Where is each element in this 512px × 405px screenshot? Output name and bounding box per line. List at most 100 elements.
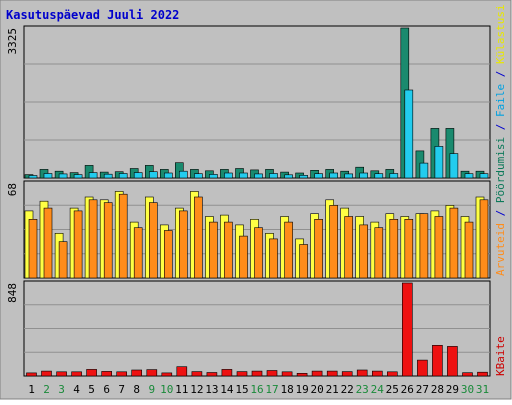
legend-entry: KBaite [494,336,507,376]
bar-arvuteid-day-25 [389,219,399,279]
bar-arvuteid-day-15 [239,235,248,279]
bar-faile-day-25 [389,173,399,179]
bar-arvuteid-day-23 [359,224,369,279]
bar-kbaite-day-19 [296,372,308,377]
x-tick-label: 20 [310,383,323,396]
bar-faile-day-29 [449,153,459,179]
bar-kbaite-day-18 [281,371,293,377]
y-max-label-bottom: 848 [6,283,19,303]
x-tick-label: 4 [73,383,80,396]
x-tick-label: 12 [190,383,203,396]
chart-title: Kasutuspäevad Juuli 2022 [6,8,179,22]
bar-faile-day-20 [314,173,323,179]
x-tick-label: 16 [250,383,263,396]
x-tick-label: 28 [431,383,444,396]
bar-kbaite-day-2 [41,370,52,377]
bar-kbaite-day-13 [206,372,218,377]
bar-arvuteid-day-27 [419,213,429,279]
bar-faile-day-24 [374,173,384,179]
bar-kbaite-day-8 [131,369,142,377]
x-tick-label: 22 [341,383,354,396]
legend-top: Arvuteid / Pöördumisi / Faile / Külastus… [494,4,507,276]
bar-faile-day-17 [269,173,278,179]
x-tick-label: 27 [416,383,429,396]
x-tick-label: 26 [401,383,414,396]
bar-arvuteid-day-19 [299,244,308,279]
x-tick-label: 17 [265,383,278,396]
x-axis-ticks: 1 2 3 4 5 6 7 8 9 10 11 12 13 14 15 16 17 18 19 20 21 22 23 24 2… [28,383,489,396]
x-tick-label: 5 [88,383,95,396]
bar-faile-day-2 [43,173,53,179]
bar-arvuteid-day-17 [269,238,278,279]
bar-arvuteid-day-29 [449,207,459,279]
x-tick-label: 25 [386,383,399,396]
x-tick-label: 10 [160,383,173,396]
bar-arvuteid-day-24 [374,227,384,279]
bar-kbaite-day-28 [432,344,443,377]
x-tick-label: 24 [371,383,385,396]
bar-faile-day-12 [194,173,203,179]
bar-arvuteid-day-2 [43,207,53,279]
bar-arvuteid-day-4 [73,210,83,279]
bar-kbaite-day-10 [161,372,173,377]
bar-arvuteid-day-28 [434,216,444,279]
bar-kbaite-day-20 [311,370,323,377]
x-tick-label: 15 [235,383,248,396]
bar-kbaite-day-26 [401,282,413,377]
legend-entry: Külastusi [494,4,507,64]
bar-kbaite-day-21 [326,370,338,377]
bar-arvuteid-day-1 [28,219,38,279]
bar-kbaite-day-24 [371,370,383,377]
bar-faile-day-9 [149,171,158,179]
bar-kbaite-day-3 [56,371,67,377]
bar-kbaite-day-12 [191,371,203,377]
bar-arvuteid-day-12 [194,196,203,279]
bar-kbaite-day-16 [251,370,263,377]
bar-kbaite-day-7 [116,371,127,377]
bar-arvuteid-day-10 [164,230,173,279]
bar-arvuteid-day-14 [224,221,233,279]
bar-faile-day-11 [179,170,188,179]
x-tick-label: 29 [446,383,459,396]
chart-panels: 3325 68 848 [6,25,491,377]
bar-faile-day-5 [88,172,98,179]
bar-arvuteid-day-13 [209,221,218,279]
bar-faile-day-18 [284,174,293,179]
bar-kbaite-day-29 [447,346,458,377]
x-tick-label: 13 [205,383,218,396]
bar-faile-day-14 [224,172,233,179]
bar-faile-day-23 [359,172,369,179]
bar-faile-day-30 [464,173,474,179]
bar-arvuteid-day-6 [103,202,113,279]
bar-arvuteid-day-8 [133,227,143,279]
bar-kbaite-day-17 [266,370,278,377]
y-max-label-top: 3325 [6,28,19,55]
bar-faile-day-7 [118,173,128,179]
x-tick-label: 9 [148,383,155,396]
bar-faile-day-27 [419,162,429,179]
bar-arvuteid-day-16 [254,227,263,279]
bar-faile-day-3 [58,173,68,179]
x-tick-label: 7 [118,383,125,396]
y-max-label-middle: 68 [6,183,19,196]
bar-kbaite-day-6 [101,371,112,377]
bar-kbaite-day-30 [462,372,473,377]
bar-kbaite-day-5 [86,369,97,377]
x-tick-label: 8 [133,383,140,396]
bar-faile-day-13 [209,174,218,179]
bar-kbaite-day-25 [386,371,398,377]
bar-kbaite-day-9 [146,369,158,377]
x-tick-label: 11 [175,383,188,396]
bar-arvuteid-day-22 [344,216,354,279]
x-tick-label: 23 [356,383,369,396]
bar-kbaite-day-22 [341,371,353,377]
panel-bottom: 848 [6,280,491,377]
bar-kbaite-day-11 [176,366,188,377]
bar-faile-day-15 [239,172,248,179]
bar-faile-day-26 [404,89,414,179]
legend-bottom: KBaite [494,336,507,376]
bar-arvuteid-day-20 [314,219,323,279]
panel-middle: 68 [6,180,491,279]
legend-entry: / [494,64,507,84]
